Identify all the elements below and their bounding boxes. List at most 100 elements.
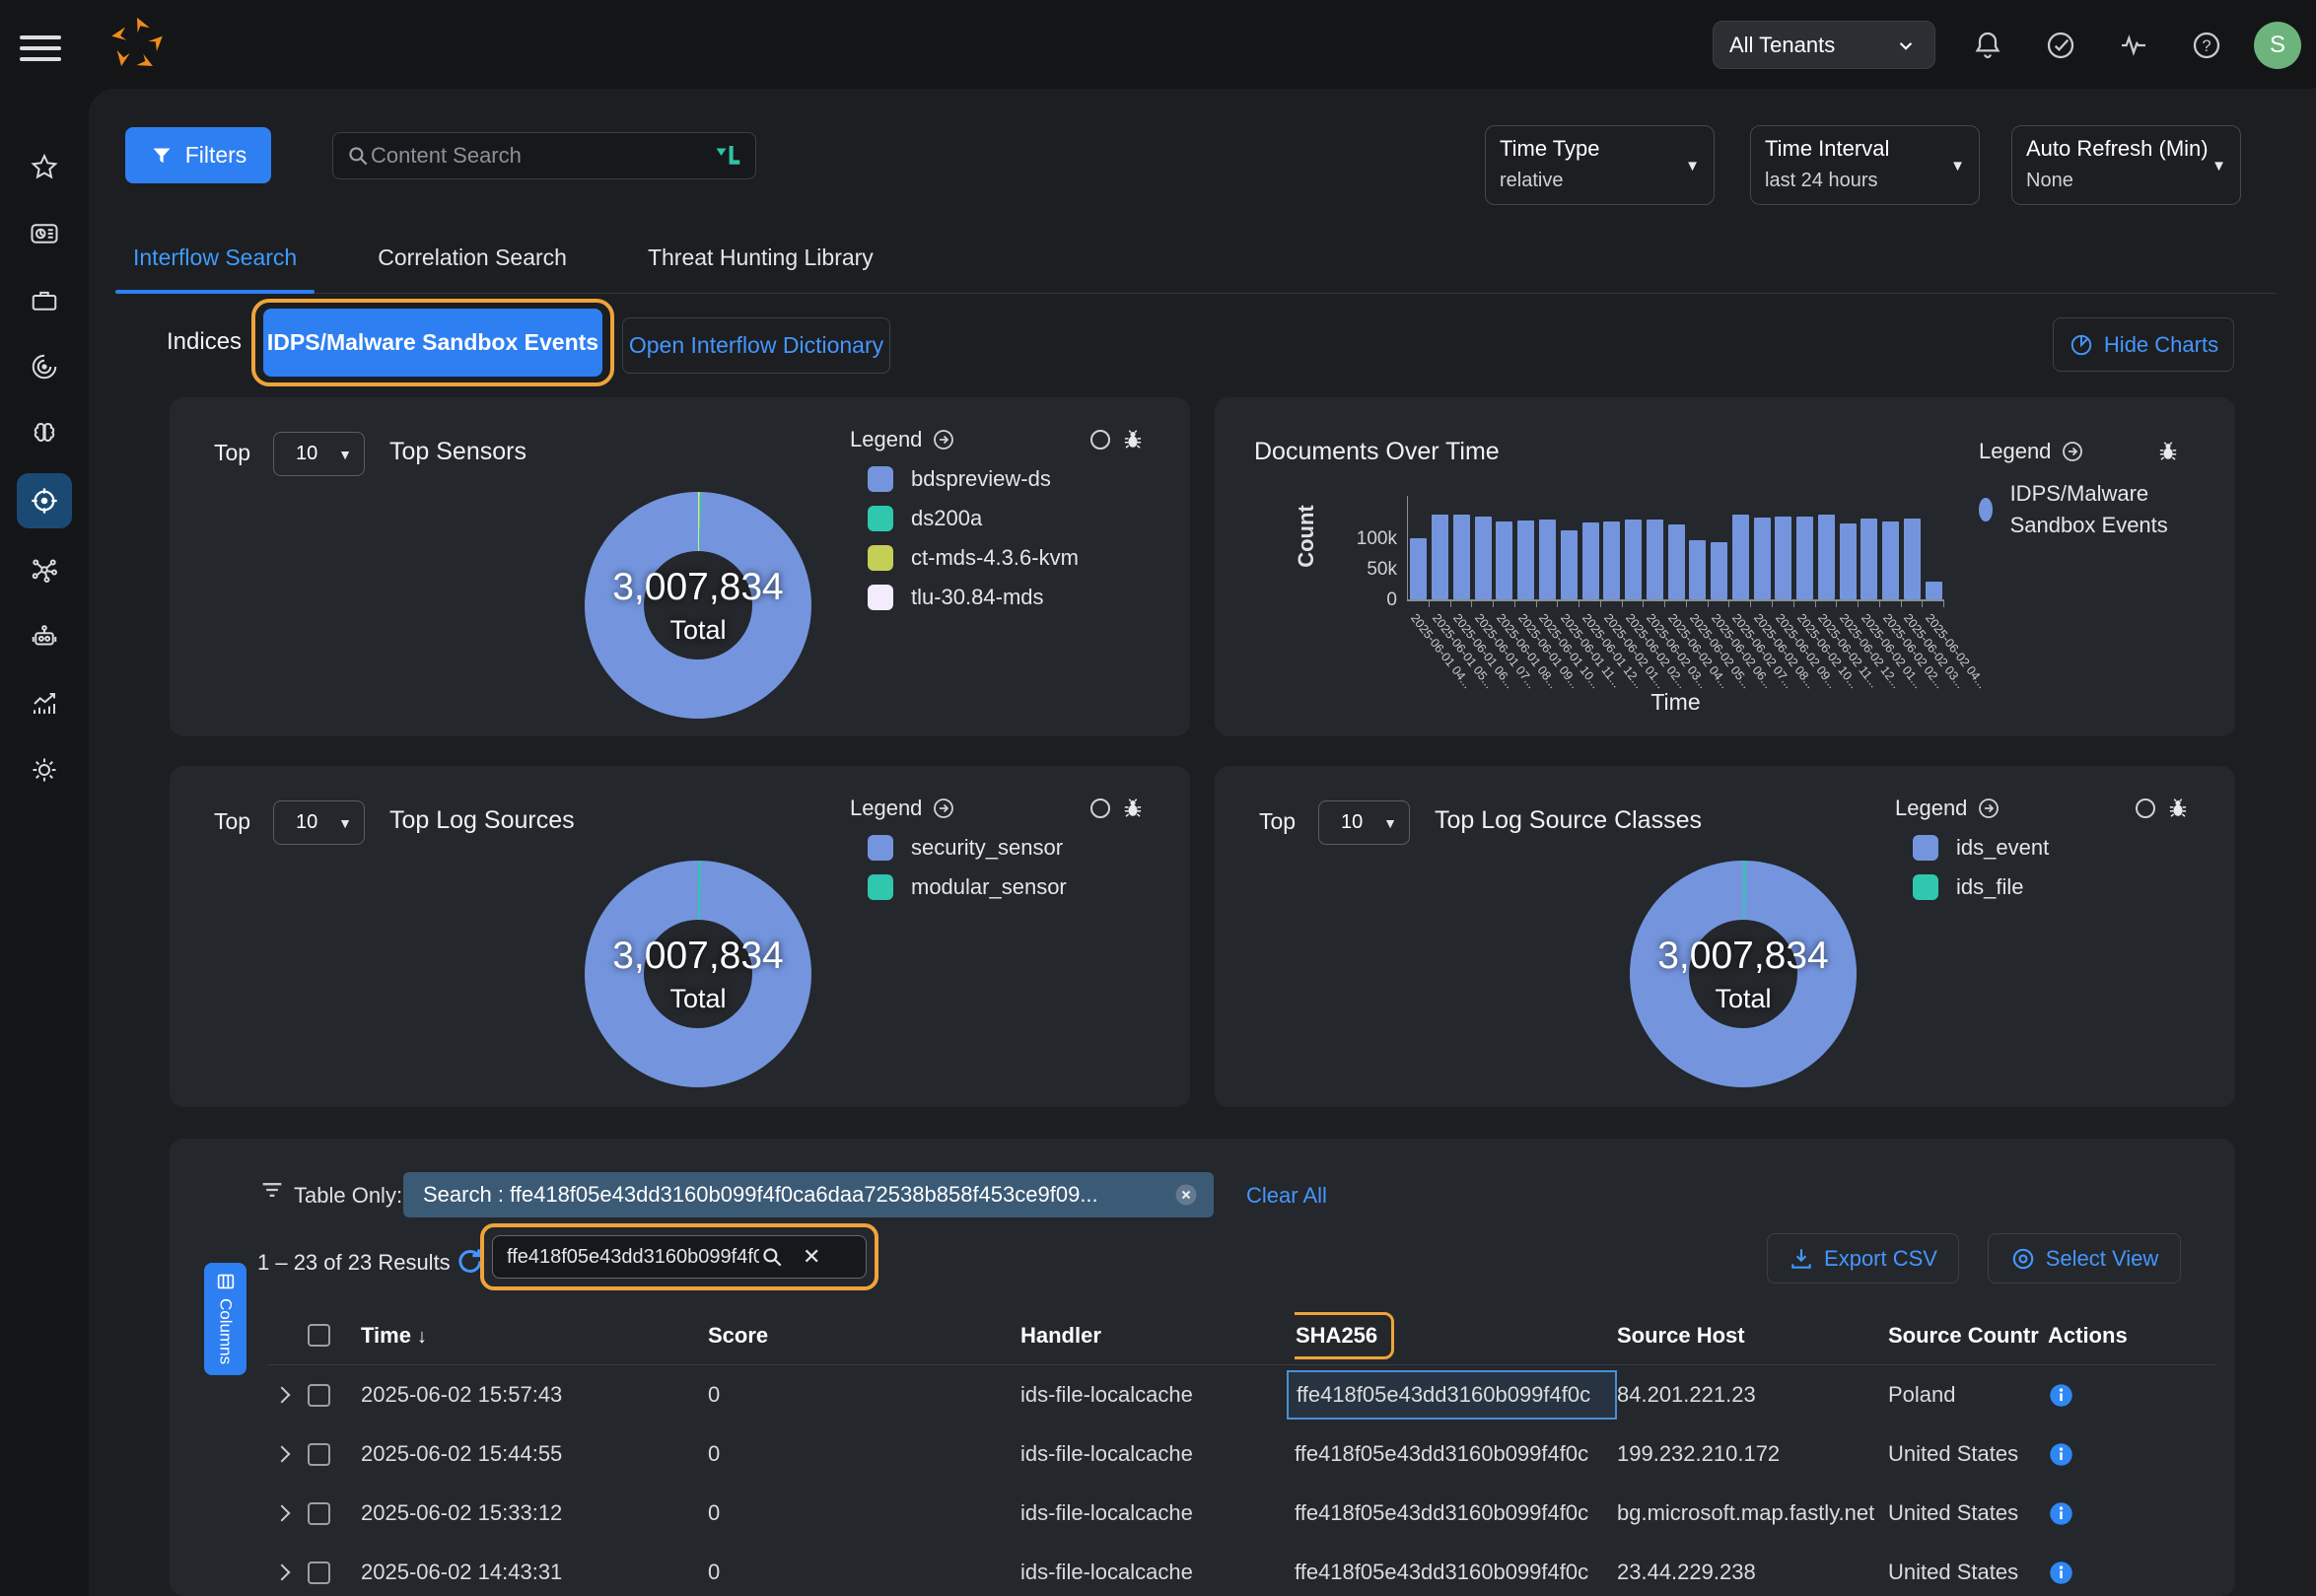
filters-button[interactable]: Filters bbox=[125, 127, 271, 183]
column-header-handler[interactable]: Handler bbox=[1020, 1323, 1295, 1349]
column-header-source-countr[interactable]: Source Countr bbox=[1888, 1323, 2048, 1349]
sidebar-item-detections[interactable] bbox=[17, 339, 72, 394]
bug-icon[interactable] bbox=[2165, 796, 2191, 821]
time-interval-dropdown[interactable]: Time Interval last 24 hours ▼ bbox=[1750, 125, 1980, 205]
table-row[interactable]: 2025-06-02 14:43:31 0 ids-file-localcache f… bbox=[268, 1543, 2215, 1596]
open-interflow-dictionary-button[interactable]: Open Interflow Dictionary bbox=[622, 317, 890, 374]
axis-tick bbox=[1643, 601, 1645, 607]
cell-sha256[interactable]: ffe418f05e43dd3160b099f4f0c bbox=[1295, 1560, 1589, 1584]
top-n-select[interactable]: 10 ▼ bbox=[273, 432, 365, 476]
auto-refresh-dropdown[interactable]: Auto Refresh (Min) None ▼ bbox=[2011, 125, 2241, 205]
search-icon[interactable] bbox=[759, 1244, 785, 1270]
expand-row-icon[interactable] bbox=[273, 1386, 291, 1404]
clear-all-link[interactable]: Clear All bbox=[1246, 1183, 1327, 1208]
expand-row-icon[interactable] bbox=[273, 1504, 291, 1522]
sidebar-item-automation[interactable] bbox=[17, 609, 72, 664]
sidebar-item-correlations[interactable] bbox=[17, 542, 72, 597]
cell-handler: ids-file-localcache bbox=[1020, 1560, 1193, 1584]
sidebar-item-settings[interactable] bbox=[17, 742, 72, 798]
tenant-selector[interactable]: All Tenants bbox=[1713, 21, 1935, 69]
legend-item[interactable]: ids_event bbox=[1895, 835, 2191, 861]
tenant-selector-value: All Tenants bbox=[1729, 32, 1836, 57]
legend-item[interactable]: security_sensor bbox=[850, 835, 1146, 861]
legend-item[interactable]: bdspreview-ds bbox=[850, 466, 1146, 492]
refresh-icon[interactable] bbox=[454, 1245, 483, 1275]
legend-expand-icon[interactable] bbox=[1977, 797, 2000, 820]
sidebar-item-favorites[interactable] bbox=[17, 140, 72, 195]
row-checkbox[interactable] bbox=[308, 1383, 330, 1407]
clear-search-icon[interactable]: ✕ bbox=[803, 1244, 821, 1269]
search-filter-chip[interactable]: Search : ffe418f05e43dd3160b099f4f0ca6da… bbox=[403, 1172, 1214, 1217]
stellar-logo-icon[interactable] bbox=[106, 14, 168, 75]
info-icon[interactable] bbox=[2048, 1441, 2074, 1468]
legend-item[interactable]: ct-mds-4.3.6-kvm bbox=[850, 545, 1146, 571]
top-n-select[interactable]: 10 ▼ bbox=[1318, 800, 1410, 845]
column-header-actions[interactable]: Actions bbox=[2048, 1323, 2215, 1349]
index-selected-button[interactable]: IDPS/Malware Sandbox Events bbox=[263, 309, 602, 377]
notifications-bell-icon[interactable] bbox=[1972, 30, 2003, 61]
hamburger-menu-icon[interactable] bbox=[20, 29, 61, 61]
cell-sha256[interactable]: ffe418f05e43dd3160b099f4f0c bbox=[1295, 1500, 1589, 1525]
sidebar-item-investigate[interactable] bbox=[17, 473, 72, 528]
info-icon[interactable] bbox=[2048, 1382, 2074, 1409]
expand-row-icon[interactable] bbox=[273, 1563, 291, 1581]
legend-item[interactable]: ids_file bbox=[1895, 874, 2191, 900]
circle-mode-icon[interactable] bbox=[1090, 798, 1110, 818]
cell-sha256[interactable]: ffe418f05e43dd3160b099f4f0c bbox=[1295, 1441, 1589, 1466]
legend-expand-icon[interactable] bbox=[2061, 440, 2084, 463]
circle-mode-icon[interactable] bbox=[1090, 430, 1110, 450]
bug-icon[interactable] bbox=[1120, 427, 1146, 452]
time-type-dropdown[interactable]: Time Type relative ▼ bbox=[1485, 125, 1715, 205]
cell-source-country: United States bbox=[1888, 1441, 2019, 1466]
bar-slot: 2025-06-01 07... bbox=[1472, 496, 1539, 691]
column-header-source-host[interactable]: Source Host bbox=[1617, 1323, 1888, 1349]
info-icon[interactable] bbox=[2048, 1500, 2074, 1527]
chip-close-icon[interactable] bbox=[1172, 1181, 1200, 1209]
expand-row-icon[interactable] bbox=[273, 1445, 291, 1463]
cell-sha256[interactable]: ffe418f05e43dd3160b099f4f0c bbox=[1287, 1370, 1617, 1420]
tab-interflow-search[interactable]: Interflow Search bbox=[114, 244, 316, 294]
sidebar-item-reports[interactable] bbox=[17, 676, 72, 731]
content-search-input[interactable] bbox=[371, 143, 714, 169]
tasks-check-circle-icon[interactable] bbox=[2045, 30, 2076, 61]
row-checkbox[interactable] bbox=[308, 1442, 330, 1466]
user-avatar[interactable]: S bbox=[2254, 22, 2301, 69]
bar bbox=[1689, 540, 1707, 599]
columns-button[interactable]: Columns bbox=[204, 1263, 246, 1375]
sidebar-item-ai-brain[interactable] bbox=[17, 406, 72, 461]
bug-icon[interactable] bbox=[1120, 796, 1146, 821]
table-row[interactable]: 2025-06-02 15:33:12 0 ids-file-localcache f… bbox=[268, 1484, 2215, 1543]
legend-item[interactable]: tlu-30.84-mds bbox=[850, 585, 1146, 610]
table-search-input[interactable] bbox=[507, 1245, 759, 1269]
top-n-select[interactable]: 10 ▼ bbox=[273, 800, 365, 845]
column-header-score[interactable]: Score bbox=[708, 1323, 1020, 1349]
hide-charts-button[interactable]: Hide Charts bbox=[2053, 317, 2234, 372]
legend-item[interactable]: IDPS/Malware Sandbox Events bbox=[1979, 478, 2181, 541]
export-csv-button[interactable]: Export CSV bbox=[1767, 1233, 1959, 1284]
tab-correlation-search[interactable]: Correlation Search bbox=[378, 244, 567, 270]
table-row[interactable]: 2025-06-02 15:44:55 0 ids-file-localcache f… bbox=[268, 1424, 2215, 1484]
system-health-pulse-icon[interactable] bbox=[2118, 30, 2149, 61]
help-icon[interactable]: ? bbox=[2191, 30, 2222, 61]
column-header-time[interactable]: Time ↓ bbox=[361, 1323, 708, 1349]
legend-item[interactable]: modular_sensor bbox=[850, 874, 1146, 900]
bug-icon[interactable] bbox=[2155, 439, 2181, 464]
legend-item[interactable]: ds200a bbox=[850, 506, 1146, 531]
table-row[interactable]: 2025-06-02 15:57:43 0 ids-file-localcache f… bbox=[268, 1365, 2215, 1424]
select-all-checkbox[interactable] bbox=[308, 1324, 330, 1347]
sort-descending-icon[interactable]: ↓ bbox=[416, 1325, 427, 1348]
legend-expand-icon[interactable] bbox=[932, 797, 955, 820]
column-header-sha256[interactable]: SHA256 bbox=[1295, 1311, 1617, 1359]
tab-threat-hunting-library[interactable]: Threat Hunting Library bbox=[647, 244, 874, 270]
circle-mode-icon[interactable] bbox=[2136, 798, 2155, 818]
lucene-toggle-icon[interactable] bbox=[714, 143, 743, 169]
row-checkbox[interactable] bbox=[308, 1501, 330, 1525]
bar bbox=[1432, 515, 1449, 599]
sidebar-item-dashboards[interactable] bbox=[17, 206, 72, 261]
select-view-button[interactable]: Select View bbox=[1988, 1233, 2181, 1284]
legend-expand-icon[interactable] bbox=[932, 428, 955, 451]
row-checkbox[interactable] bbox=[308, 1561, 330, 1584]
sidebar-item-cases[interactable] bbox=[17, 273, 72, 328]
hide-charts-label: Hide Charts bbox=[2103, 331, 2219, 357]
info-icon[interactable] bbox=[2048, 1560, 2074, 1586]
